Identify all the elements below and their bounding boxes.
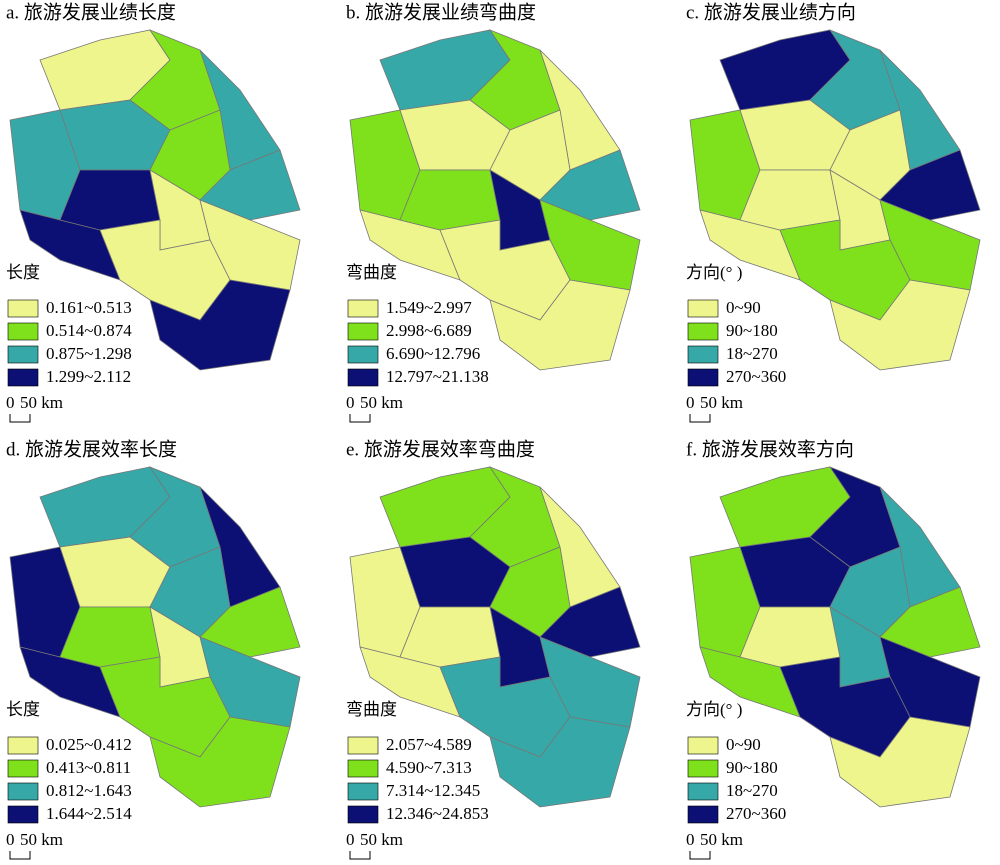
panel-title: f. 旅游发展效率方向 bbox=[686, 438, 854, 460]
scale-label: 50 km bbox=[20, 830, 63, 849]
legend-label: 0.514~0.874 bbox=[46, 321, 132, 340]
scale-bar bbox=[689, 851, 711, 860]
legend-label: 1.299~2.112 bbox=[46, 367, 131, 386]
region bbox=[829, 716, 971, 808]
scale-bar bbox=[349, 851, 371, 860]
region bbox=[539, 149, 641, 221]
legend-label: 1.549~2.997 bbox=[386, 298, 472, 317]
scale-label: 50 km bbox=[700, 830, 743, 849]
legend-swatch bbox=[687, 345, 719, 364]
legend-swatch bbox=[7, 736, 39, 755]
legend-swatch bbox=[687, 759, 719, 778]
legend-label: 6.690~12.796 bbox=[386, 344, 480, 363]
legend-label: 18~270 bbox=[726, 344, 778, 363]
legend-label: 1.644~2.514 bbox=[46, 804, 132, 823]
region bbox=[199, 149, 301, 221]
legend-title: 弯曲度 bbox=[346, 263, 397, 282]
legend-label: 0.025~0.412 bbox=[46, 735, 132, 754]
legend-swatch bbox=[347, 759, 379, 778]
legend-label: 4.590~7.313 bbox=[386, 758, 472, 777]
legend-swatch bbox=[687, 736, 719, 755]
legend-label: 12.346~24.853 bbox=[386, 804, 489, 823]
legend-label: 0.413~0.811 bbox=[46, 758, 131, 777]
region bbox=[879, 149, 981, 221]
scale-label: 50 km bbox=[700, 393, 743, 412]
panel-title: c. 旅游发展业绩方向 bbox=[686, 1, 856, 23]
scale-bar bbox=[9, 414, 31, 423]
scale-zero: 0 bbox=[6, 393, 15, 412]
region bbox=[539, 586, 641, 658]
legend-label: 90~180 bbox=[726, 758, 778, 777]
legend-title: 长度 bbox=[6, 700, 40, 719]
legend-swatch bbox=[687, 782, 719, 801]
legend-label: 7.314~12.345 bbox=[386, 781, 480, 800]
scale-zero: 0 bbox=[346, 393, 355, 412]
region bbox=[879, 586, 981, 658]
legend-swatch bbox=[7, 345, 39, 364]
scale-label: 50 km bbox=[360, 830, 403, 849]
legend-swatch bbox=[687, 805, 719, 824]
legend-swatch bbox=[347, 805, 379, 824]
region bbox=[199, 586, 301, 658]
legend-swatch bbox=[7, 759, 39, 778]
scale-label: 50 km bbox=[20, 393, 63, 412]
legend-swatch bbox=[347, 736, 379, 755]
legend-label: 12.797~21.138 bbox=[386, 367, 489, 386]
legend-label: 0.161~0.513 bbox=[46, 298, 132, 317]
panel-title: a. 旅游发展业绩长度 bbox=[6, 1, 176, 23]
panel-title: e. 旅游发展效率弯曲度 bbox=[346, 438, 535, 460]
legend-swatch bbox=[347, 322, 379, 341]
scale-zero: 0 bbox=[686, 830, 695, 849]
legend-label: 0~90 bbox=[726, 298, 761, 317]
legend-label: 18~270 bbox=[726, 781, 778, 800]
legend-swatch bbox=[7, 299, 39, 318]
region bbox=[149, 716, 291, 808]
scale-zero: 0 bbox=[686, 393, 695, 412]
legend-swatch bbox=[687, 368, 719, 387]
legend-swatch bbox=[7, 805, 39, 824]
scale-bar bbox=[9, 851, 31, 860]
legend-swatch bbox=[7, 782, 39, 801]
region bbox=[489, 716, 631, 808]
scale-label: 50 km bbox=[360, 393, 403, 412]
region bbox=[829, 279, 971, 371]
legend-label: 2.057~4.589 bbox=[386, 735, 472, 754]
legend-swatch bbox=[347, 299, 379, 318]
legend-swatch bbox=[687, 299, 719, 318]
legend-label: 90~180 bbox=[726, 321, 778, 340]
scale-zero: 0 bbox=[6, 830, 15, 849]
legend-title: 方向(° ) bbox=[686, 263, 742, 282]
legend-label: 270~360 bbox=[726, 367, 786, 386]
legend-label: 0.812~1.643 bbox=[46, 781, 132, 800]
legend-swatch bbox=[7, 322, 39, 341]
legend-title: 弯曲度 bbox=[346, 700, 397, 719]
legend-swatch bbox=[347, 345, 379, 364]
scale-bar bbox=[349, 414, 371, 423]
legend-swatch bbox=[687, 322, 719, 341]
legend-swatch bbox=[347, 368, 379, 387]
panel-title: d. 旅游发展效率长度 bbox=[6, 438, 177, 460]
region bbox=[149, 279, 291, 371]
legend-title: 长度 bbox=[6, 263, 40, 282]
legend-label: 0~90 bbox=[726, 735, 761, 754]
legend-label: 0.875~1.298 bbox=[46, 344, 132, 363]
region bbox=[489, 279, 631, 371]
legend-label: 270~360 bbox=[726, 804, 786, 823]
scale-zero: 0 bbox=[346, 830, 355, 849]
panel-title: b. 旅游发展业绩弯曲度 bbox=[346, 1, 536, 23]
legend-swatch bbox=[7, 368, 39, 387]
legend-title: 方向(° ) bbox=[686, 700, 742, 719]
scale-bar bbox=[689, 414, 711, 423]
legend-swatch bbox=[347, 782, 379, 801]
legend-label: 2.998~6.689 bbox=[386, 321, 472, 340]
